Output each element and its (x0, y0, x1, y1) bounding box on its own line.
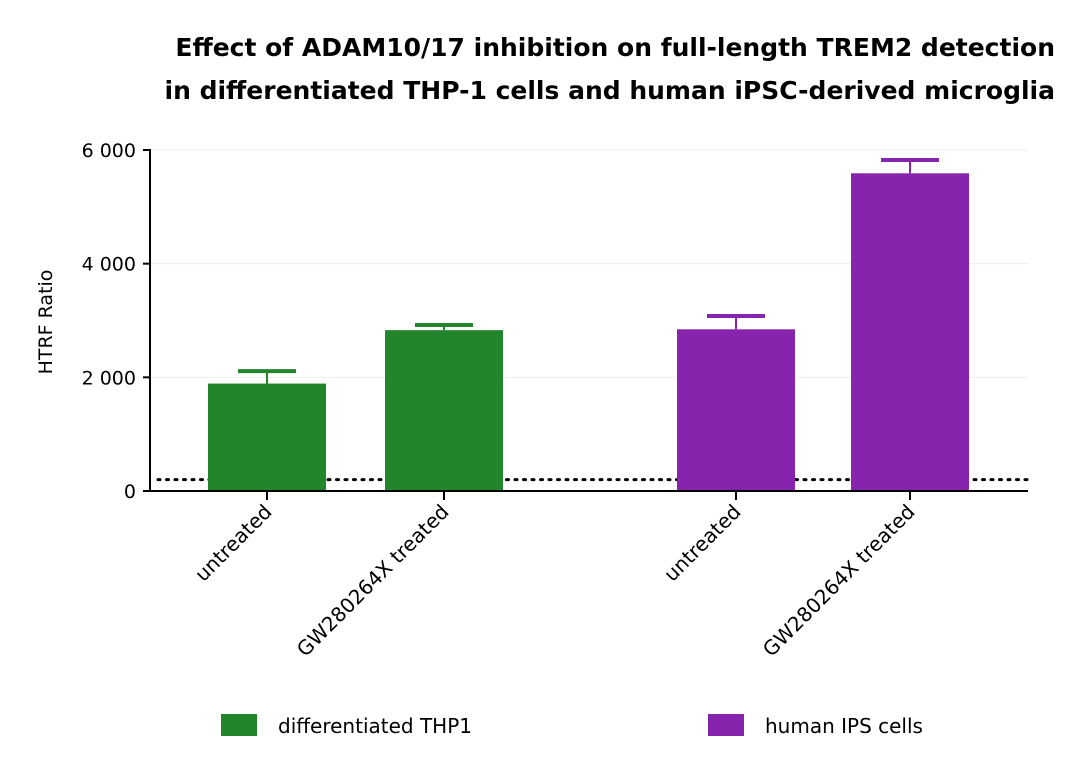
bar (208, 383, 326, 491)
y-tick-label: 6 000 (82, 140, 136, 162)
y-tick-label: 2 000 (82, 367, 136, 389)
y-tick-label: 4 000 (82, 254, 136, 276)
x-tick-label: untreated (659, 500, 746, 587)
chart-title-line-2: in differentiated THP-1 cells and human … (165, 76, 1055, 105)
legend-label: differentiated THP1 (278, 714, 472, 738)
x-tick-label: GW280264X treated (292, 500, 454, 662)
x-tick-label: untreated (190, 500, 277, 587)
bar (851, 173, 969, 491)
bar (677, 329, 795, 491)
y-tick-label: 0 (124, 481, 136, 503)
legend-swatch (221, 714, 257, 736)
legend-label: human IPS cells (765, 714, 923, 738)
legend-swatch (708, 714, 744, 736)
x-tick-label: GW280264X treated (758, 500, 920, 662)
y-axis-label: HTRF Ratio (35, 270, 57, 375)
chart-title-line-1: Effect of ADAM10/17 inhibition on full-l… (175, 33, 1055, 62)
bar (385, 330, 503, 491)
